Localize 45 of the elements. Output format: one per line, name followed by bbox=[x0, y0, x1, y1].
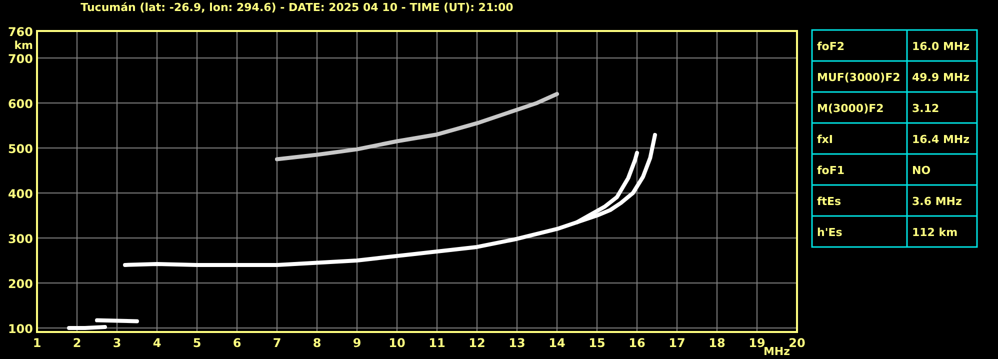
text: h'Es bbox=[817, 226, 843, 239]
x-tick-label: 3 bbox=[112, 336, 122, 350]
text: 49.9 MHz bbox=[912, 71, 970, 84]
text: 112 km bbox=[912, 226, 958, 239]
text: 16.4 MHz bbox=[912, 133, 970, 146]
text: M(3000)F2 bbox=[817, 102, 884, 115]
x-tick-label: 5 bbox=[192, 336, 202, 350]
x-tick-label: 12 bbox=[468, 336, 486, 350]
x-axis-title: MHz bbox=[763, 345, 790, 358]
x-tick-label: 13 bbox=[508, 336, 526, 350]
text: 3.12 bbox=[912, 102, 940, 115]
x-tick-label: 17 bbox=[668, 336, 686, 350]
x-tick-label: 7 bbox=[272, 336, 282, 350]
x-tick-label: 18 bbox=[708, 336, 726, 350]
x-tick-label: 15 bbox=[588, 336, 606, 350]
y-tick-label: 400 bbox=[8, 186, 33, 201]
text: fxI bbox=[817, 133, 833, 146]
text: MUF(3000)F2 bbox=[817, 71, 900, 84]
y-tick-label: 760 bbox=[8, 25, 33, 39]
x-tick-label: 11 bbox=[428, 336, 446, 350]
text: ftEs bbox=[817, 195, 842, 208]
x-tick-label: 2 bbox=[72, 336, 82, 350]
x-tick-label: 4 bbox=[152, 336, 162, 350]
x-tick-label: 9 bbox=[352, 336, 362, 350]
text: foF1 bbox=[817, 164, 845, 177]
x-tick-label: 16 bbox=[628, 336, 646, 350]
x-tick-label: 1 bbox=[32, 336, 42, 350]
y-tick-label: 700 bbox=[8, 52, 33, 66]
text: NO bbox=[912, 164, 931, 177]
chart-title: Tucumán (lat: -26.9, lon: 294.6) - DATE: 2025 04 10 - TIME (UT): 21:00 bbox=[80, 1, 514, 14]
x-tick-label: 19 bbox=[748, 336, 766, 350]
y-axis-title: km bbox=[14, 39, 33, 52]
x-tick-label: 14 bbox=[548, 336, 566, 350]
x-tick-label: 20 bbox=[788, 336, 806, 350]
y-tick-label: 200 bbox=[8, 276, 33, 291]
x-tick-label: 8 bbox=[312, 336, 322, 350]
y-tick-label: 100 bbox=[8, 322, 33, 336]
y-tick-label: 600 bbox=[8, 96, 33, 111]
x-tick-label: 6 bbox=[232, 336, 242, 350]
x-tick-label: 10 bbox=[388, 336, 406, 350]
y-tick-label: 500 bbox=[8, 142, 33, 156]
text: 3.6 MHz bbox=[912, 195, 962, 208]
text: foF2 bbox=[817, 40, 845, 53]
text: 16.0 MHz bbox=[912, 40, 970, 53]
y-tick-label: 300 bbox=[8, 232, 33, 246]
